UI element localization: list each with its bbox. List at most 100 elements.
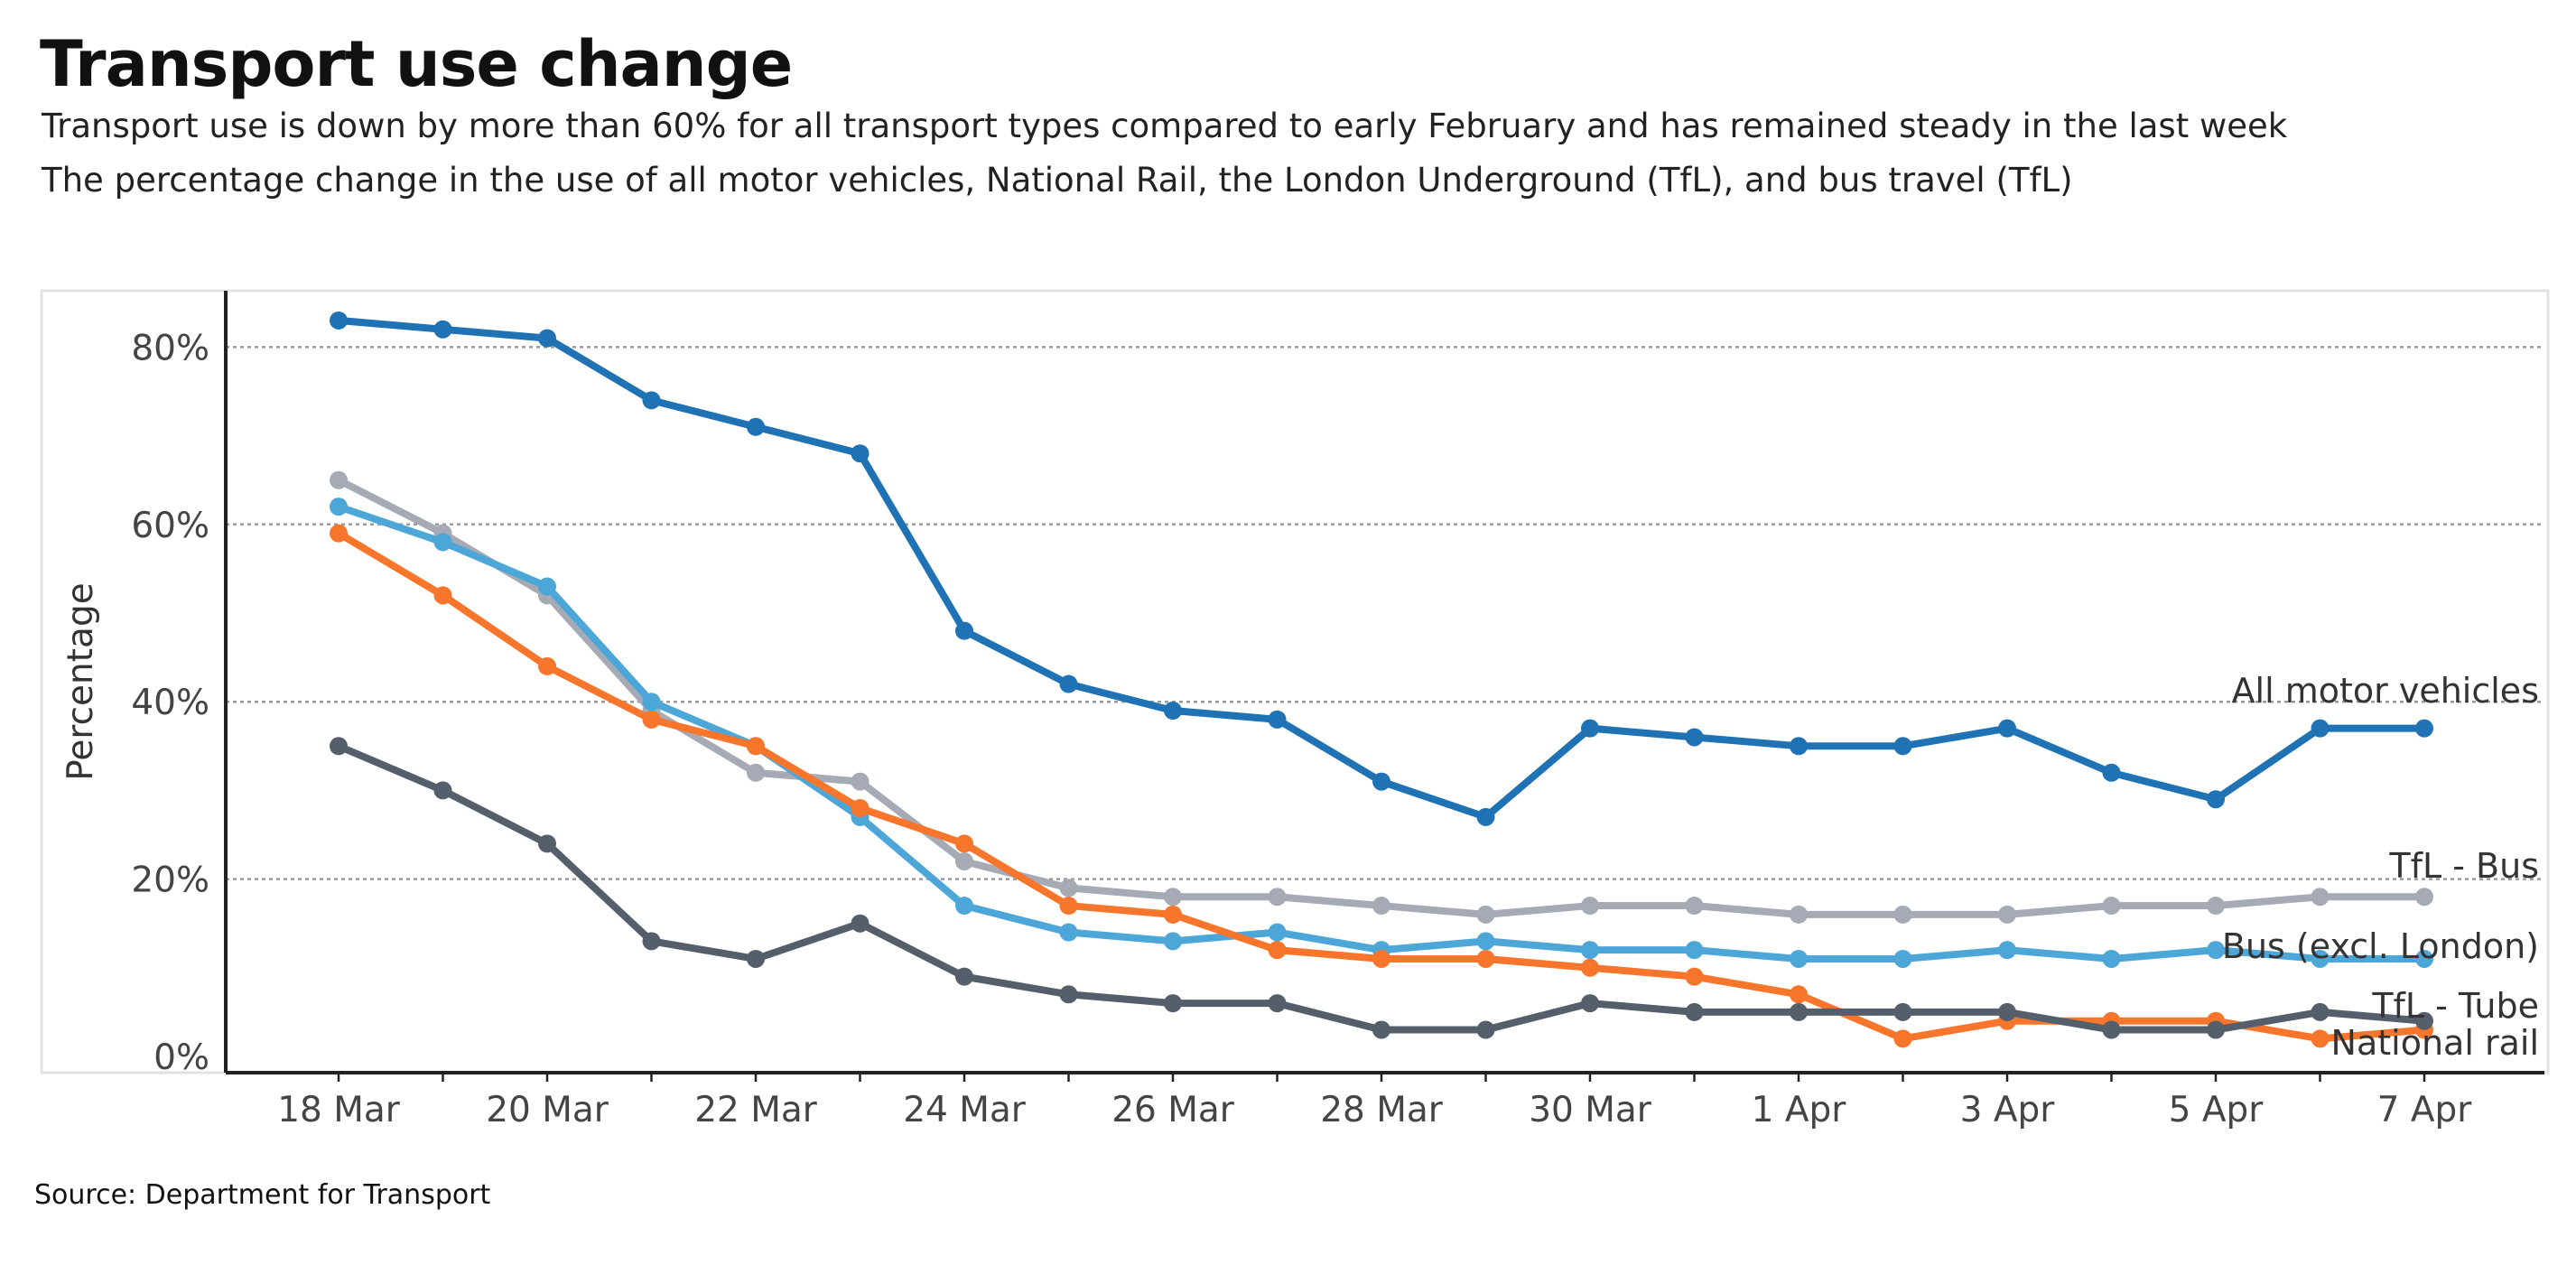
data-point-tfl-tube xyxy=(1164,994,1182,1013)
data-point-tfl-bus xyxy=(1581,897,1599,916)
data-point-tfl-tube xyxy=(2311,1002,2330,1021)
y-tick-label: 80% xyxy=(131,328,209,368)
data-point-national-rail xyxy=(955,834,973,853)
data-point-tfl-tube xyxy=(642,932,661,951)
data-point-national-rail xyxy=(1893,1029,1912,1048)
data-point-tfl-tube xyxy=(1059,985,1078,1004)
x-tick-label: 28 Mar xyxy=(1320,1090,1444,1130)
data-point-tfl-bus xyxy=(1893,905,1912,924)
data-point-national-rail xyxy=(642,710,661,729)
x-tick-label: 20 Mar xyxy=(486,1090,609,1130)
data-point-tfl-bus xyxy=(2207,897,2225,916)
data-point-tfl-bus xyxy=(851,772,870,791)
data-point-national-rail xyxy=(330,524,348,543)
data-point-all-motor-vehicles xyxy=(1164,702,1182,721)
data-point-tfl-tube xyxy=(433,781,452,800)
y-tick-label: 40% xyxy=(131,683,209,723)
y-axis-ticks: 0% 20% 40% 60% 80% xyxy=(131,328,209,1078)
data-point-all-motor-vehicles xyxy=(2207,790,2225,809)
data-point-national-rail xyxy=(1164,905,1182,924)
axes xyxy=(224,291,2544,1074)
x-tick-label: 3 Apr xyxy=(1960,1090,2056,1130)
y-axis-label: Percentage xyxy=(60,582,101,780)
data-point-all-motor-vehicles xyxy=(433,320,452,339)
data-point-tfl-tube xyxy=(2102,1020,2121,1039)
data-point-all-motor-vehicles xyxy=(330,311,348,330)
data-point-national-rail xyxy=(1372,949,1390,968)
data-point-all-motor-vehicles xyxy=(1059,674,1078,693)
data-point-all-motor-vehicles xyxy=(1476,807,1495,826)
data-point-tfl-tube xyxy=(1581,994,1599,1013)
data-point-tfl-tube xyxy=(330,737,348,756)
data-point-national-rail xyxy=(1059,897,1078,916)
data-point-tfl-tube xyxy=(1998,1002,2016,1021)
data-point-bus-excl-london xyxy=(1998,941,2016,960)
y-tick-label: 60% xyxy=(131,506,209,546)
data-point-all-motor-vehicles xyxy=(1998,719,2016,738)
x-tick-label: 26 Mar xyxy=(1111,1090,1235,1130)
chart-subtitle: Transport use is down by more than 60% f… xyxy=(42,107,2288,145)
y-tick-label: 20% xyxy=(131,860,209,901)
series-label-all-motor-vehicles: All motor vehicles xyxy=(2232,671,2539,711)
data-point-all-motor-vehicles xyxy=(1372,772,1390,791)
data-point-tfl-tube xyxy=(1476,1020,1495,1039)
data-point-tfl-tube xyxy=(1893,1002,1912,1021)
data-point-tfl-tube xyxy=(747,949,765,968)
data-point-all-motor-vehicles xyxy=(747,417,765,436)
data-point-tfl-tube xyxy=(538,834,556,853)
x-tick-label: 24 Mar xyxy=(903,1090,1027,1130)
data-point-bus-excl-london xyxy=(1893,949,1912,968)
x-tick-label: 5 Apr xyxy=(2169,1090,2264,1130)
data-point-bus-excl-london xyxy=(1059,923,1078,942)
data-point-all-motor-vehicles xyxy=(2415,719,2433,738)
data-point-all-motor-vehicles xyxy=(851,444,870,463)
data-point-tfl-tube xyxy=(1372,1020,1390,1039)
data-point-all-motor-vehicles xyxy=(642,391,661,410)
data-point-all-motor-vehicles xyxy=(538,329,556,348)
data-point-tfl-tube xyxy=(2207,1020,2225,1039)
data-point-tfl-tube xyxy=(1268,994,1287,1013)
data-point-bus-excl-london xyxy=(955,897,973,916)
x-tick-label: 30 Mar xyxy=(1529,1090,1652,1130)
data-point-national-rail xyxy=(1476,949,1495,968)
data-point-all-motor-vehicles xyxy=(1268,710,1287,729)
data-point-national-rail xyxy=(433,586,452,605)
data-point-tfl-bus xyxy=(2311,888,2330,907)
data-point-tfl-bus xyxy=(1685,897,1704,916)
data-point-national-rail xyxy=(851,799,870,818)
data-point-tfl-bus xyxy=(1164,888,1182,907)
data-point-bus-excl-london xyxy=(1581,941,1599,960)
data-point-national-rail xyxy=(747,737,765,756)
data-point-bus-excl-london xyxy=(1685,941,1704,960)
series-all-motor-vehicles xyxy=(330,311,2433,826)
line-chart: 0% 20% 40% 60% 80% 18 Mar 20 Mar 22 Mar 24 Mar 2… xyxy=(40,289,2550,1130)
data-point-bus-excl-london xyxy=(1790,949,1808,968)
data-point-tfl-bus xyxy=(1059,879,1078,898)
data-point-all-motor-vehicles xyxy=(955,621,973,640)
series-label-tfl-tube: TfL - Tube xyxy=(2371,986,2539,1026)
data-point-all-motor-vehicles xyxy=(1685,728,1704,747)
data-point-national-rail xyxy=(1790,985,1808,1004)
data-point-tfl-tube xyxy=(1685,1002,1704,1021)
x-tick-label: 1 Apr xyxy=(1752,1090,1847,1130)
x-axis-ticks: 18 Mar 20 Mar 22 Mar 24 Mar 26 Mar 28 Mar 30 M… xyxy=(277,1073,2472,1130)
data-point-national-rail xyxy=(1581,958,1599,977)
data-point-bus-excl-london xyxy=(538,577,556,596)
data-point-national-rail xyxy=(1268,941,1287,960)
data-point-national-rail xyxy=(1685,967,1704,986)
data-point-all-motor-vehicles xyxy=(1581,719,1599,738)
data-point-bus-excl-london xyxy=(2415,949,2433,968)
data-point-bus-excl-london xyxy=(2207,941,2225,960)
data-point-national-rail xyxy=(538,656,556,675)
chart-title: Transport use change xyxy=(40,27,793,101)
data-point-national-rail xyxy=(2311,1029,2330,1048)
x-tick-label: 18 Mar xyxy=(277,1090,401,1130)
data-point-bus-excl-london xyxy=(1268,923,1287,942)
data-point-tfl-bus xyxy=(1268,888,1287,907)
series-tfl-tube xyxy=(330,737,2433,1039)
data-point-tfl-tube xyxy=(2415,1011,2433,1030)
series-label-national-rail: National rail xyxy=(2331,1023,2539,1063)
data-point-tfl-tube xyxy=(1790,1002,1808,1021)
data-point-all-motor-vehicles xyxy=(1893,737,1912,756)
data-point-tfl-tube xyxy=(851,914,870,933)
